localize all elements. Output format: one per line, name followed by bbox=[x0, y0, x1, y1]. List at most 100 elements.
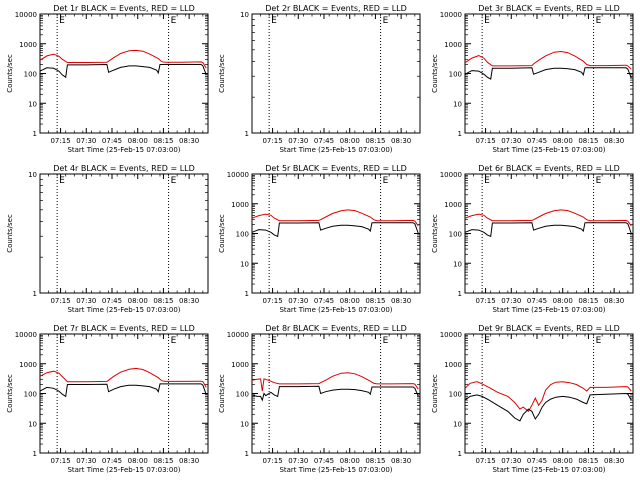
flag-marker: E bbox=[383, 336, 389, 346]
flag-marker: E bbox=[271, 336, 277, 346]
y-tick-label: 100 bbox=[236, 391, 249, 399]
y-axis-label: Counts/sec bbox=[431, 374, 439, 413]
series-line-events bbox=[464, 392, 632, 422]
y-axis-label: Counts/sec bbox=[218, 214, 226, 253]
x-tick-label: 07:15 bbox=[50, 457, 70, 465]
plot-frame bbox=[251, 333, 421, 454]
panel-title: Det 6r BLACK = Events, RED = LLD bbox=[478, 164, 620, 173]
x-tick-label: 08:15 bbox=[578, 457, 598, 465]
y-axis-label: Counts/sec bbox=[6, 374, 14, 413]
series-line-events bbox=[39, 63, 207, 79]
flag-marker: E bbox=[59, 16, 65, 26]
x-tick-label: 07:15 bbox=[262, 137, 282, 145]
y-tick-label: 1 bbox=[245, 290, 249, 298]
flag-marker: E bbox=[484, 16, 490, 26]
panel-title: Det 8r BLACK = Events, RED = LLD bbox=[265, 324, 407, 333]
y-tick-label: 10 bbox=[28, 420, 37, 428]
flag-marker: E bbox=[171, 176, 177, 186]
x-tick-label: 07:45 bbox=[314, 457, 334, 465]
x-tick-label: 07:30 bbox=[76, 137, 96, 145]
panel-title: Det 9r BLACK = Events, RED = LLD bbox=[478, 324, 620, 333]
flag-marker: E bbox=[596, 16, 602, 26]
x-tick-label: 08:30 bbox=[179, 297, 199, 305]
y-axis-label: Counts/sec bbox=[431, 54, 439, 93]
y-tick-label: 10 bbox=[240, 11, 249, 19]
series-line-events bbox=[39, 383, 207, 398]
x-tick-label: 08:00 bbox=[340, 457, 360, 465]
x-tick-label: 07:15 bbox=[262, 297, 282, 305]
panel-5: Det 5r BLACK = Events, RED = LLD 1 10 100 10… bbox=[218, 164, 421, 314]
flag-marker: E bbox=[383, 176, 389, 186]
y-tick-label: 1000 bbox=[231, 361, 249, 369]
y-tick-label: 1000 bbox=[444, 201, 462, 209]
panel-title: Det 5r BLACK = Events, RED = LLD bbox=[265, 164, 407, 173]
y-axis-label: Counts/sec bbox=[218, 54, 226, 93]
plot-frame bbox=[464, 13, 634, 134]
y-tick-label: 10 bbox=[453, 100, 462, 108]
x-tick-label: 08:30 bbox=[604, 297, 624, 305]
y-tick-label: 100 bbox=[449, 391, 462, 399]
flag-marker: E bbox=[596, 336, 602, 346]
x-tick-label: 07:45 bbox=[102, 137, 122, 145]
x-tick-label: 08:15 bbox=[153, 137, 173, 145]
x-tick-label: 08:15 bbox=[365, 297, 385, 305]
series-line-events bbox=[251, 222, 419, 238]
panel-9: Det 9r BLACK = Events, RED = LLD 1 10 100 10… bbox=[431, 324, 634, 474]
x-tick-label: 07:15 bbox=[50, 297, 70, 305]
x-tick-label: 08:15 bbox=[365, 137, 385, 145]
y-tick-label: 10000 bbox=[440, 11, 462, 19]
y-tick-label: 1 bbox=[458, 290, 462, 298]
y-tick-label: 100 bbox=[24, 71, 37, 79]
y-tick-label: 100 bbox=[449, 231, 462, 239]
x-tick-label: 08:00 bbox=[553, 457, 573, 465]
y-tick-label: 1000 bbox=[19, 41, 37, 49]
x-tick-label: 08:30 bbox=[391, 457, 411, 465]
panel-title: Det 2r BLACK = Events, RED = LLD bbox=[265, 4, 407, 13]
x-tick-label: 08:15 bbox=[578, 137, 598, 145]
x-tick-label: 08:00 bbox=[553, 297, 573, 305]
x-tick-label: 08:00 bbox=[340, 137, 360, 145]
plot-frame bbox=[464, 333, 634, 454]
x-tick-label: 07:45 bbox=[314, 137, 334, 145]
series-line-events bbox=[464, 222, 632, 238]
x-tick-label: 07:45 bbox=[527, 137, 547, 145]
x-tick-label: 07:30 bbox=[76, 457, 96, 465]
x-axis-label: Start Time (25-Feb-15 07:03:00) bbox=[67, 306, 180, 314]
flag-marker: E bbox=[271, 176, 277, 186]
y-tick-label: 10 bbox=[453, 260, 462, 268]
plot-frame bbox=[39, 13, 209, 134]
y-tick-label: 1 bbox=[458, 450, 462, 458]
x-tick-label: 08:30 bbox=[179, 137, 199, 145]
y-tick-label: 10000 bbox=[227, 331, 249, 339]
y-tick-label: 100 bbox=[236, 231, 249, 239]
x-tick-label: 07:45 bbox=[102, 457, 122, 465]
y-tick-label: 10 bbox=[240, 260, 249, 268]
x-axis-label: Start Time (25-Feb-15 07:03:00) bbox=[279, 146, 392, 154]
x-tick-label: 08:00 bbox=[128, 457, 148, 465]
x-tick-label: 07:15 bbox=[475, 137, 495, 145]
y-tick-label: 10 bbox=[28, 100, 37, 108]
series-line-lld bbox=[464, 381, 632, 413]
series-line-lld bbox=[251, 372, 419, 392]
x-tick-label: 07:45 bbox=[527, 457, 547, 465]
y-tick-label: 100 bbox=[24, 391, 37, 399]
panel-3: Det 3r BLACK = Events, RED = LLD 1 10 100 10… bbox=[431, 4, 634, 154]
series-line-events bbox=[464, 67, 632, 80]
x-tick-label: 07:15 bbox=[262, 457, 282, 465]
x-tick-label: 08:15 bbox=[365, 457, 385, 465]
y-tick-label: 10000 bbox=[15, 11, 37, 19]
x-tick-label: 08:15 bbox=[153, 457, 173, 465]
flag-marker: E bbox=[171, 16, 177, 26]
series-line-events bbox=[251, 385, 419, 402]
x-axis-label: Start Time (25-Feb-15 07:03:00) bbox=[492, 306, 605, 314]
flag-marker: E bbox=[484, 176, 490, 186]
y-tick-label: 1 bbox=[33, 130, 37, 138]
x-axis-label: Start Time (25-Feb-15 07:03:00) bbox=[279, 306, 392, 314]
panel-6: Det 6r BLACK = Events, RED = LLD 1 10 100 10… bbox=[431, 164, 634, 314]
x-tick-label: 08:30 bbox=[391, 137, 411, 145]
panel-title: Det 3r BLACK = Events, RED = LLD bbox=[478, 4, 620, 13]
y-tick-label: 10000 bbox=[227, 171, 249, 179]
y-axis-label: Counts/sec bbox=[431, 214, 439, 253]
y-tick-label: 10000 bbox=[440, 331, 462, 339]
